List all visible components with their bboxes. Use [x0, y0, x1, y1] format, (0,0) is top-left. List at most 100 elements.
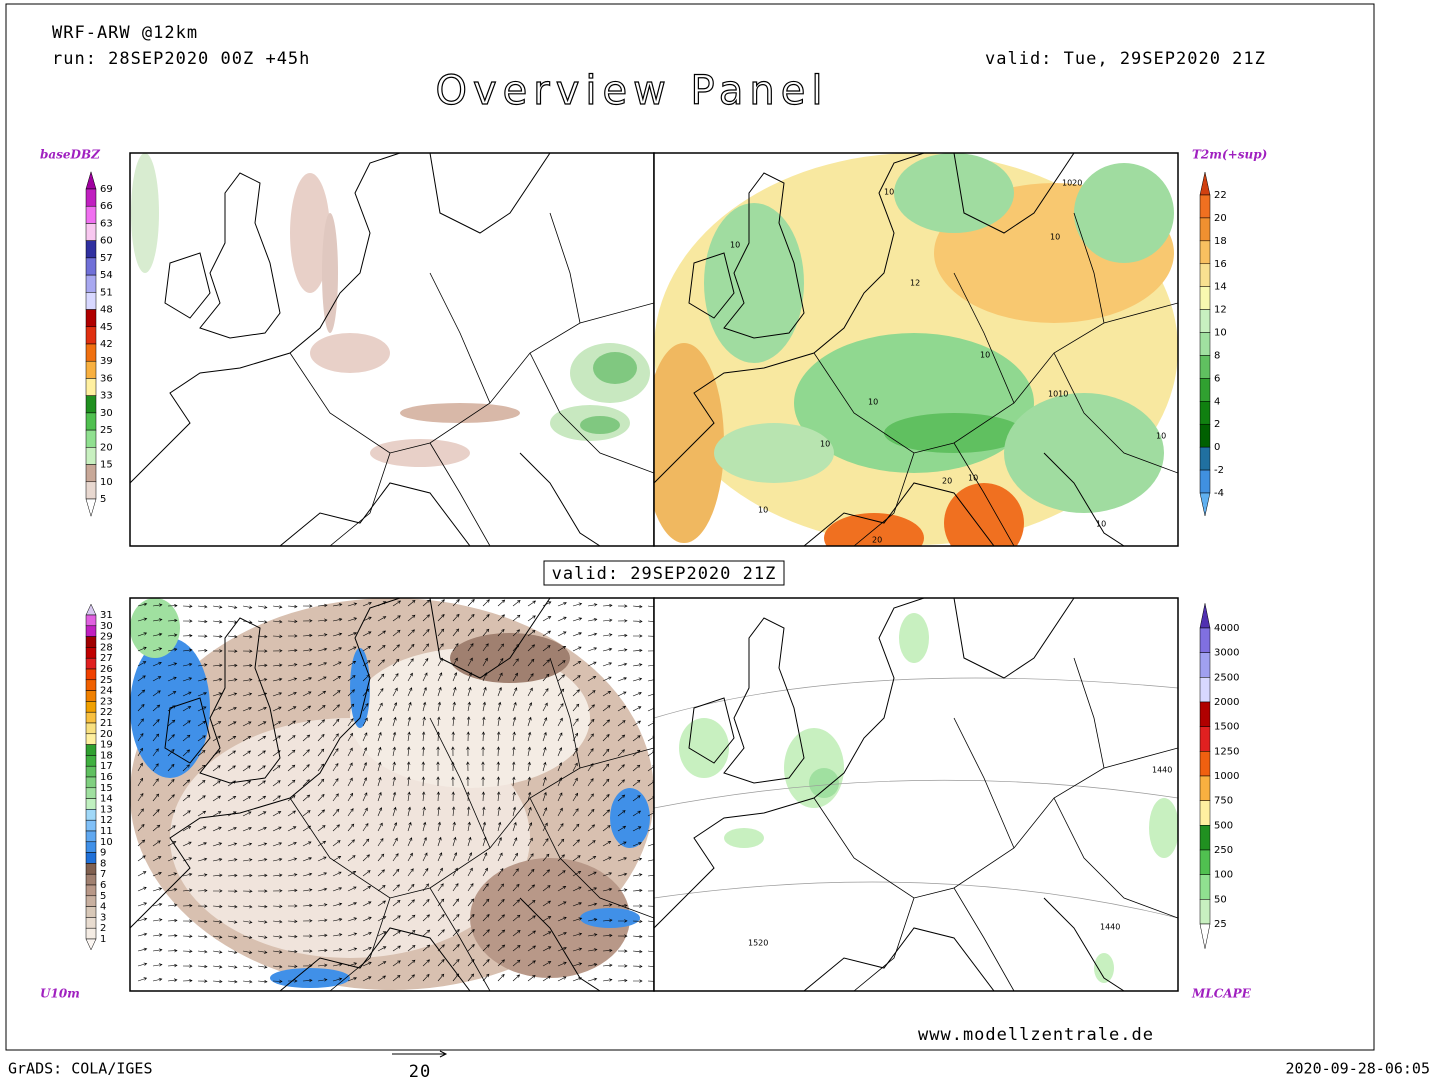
colorbar-label: 14: [100, 794, 113, 805]
colorbar-label: 25: [1214, 919, 1227, 930]
border: [549, 212, 581, 324]
border: [1053, 352, 1178, 474]
title: Overview Panel: [436, 68, 829, 114]
colorbar-segment: [85, 852, 97, 864]
coastline: [654, 598, 925, 929]
colorbar-segment: [85, 625, 97, 637]
colorbar-segment: [1199, 263, 1211, 287]
map-content: [130, 598, 654, 991]
colorbar-segment: [1199, 677, 1211, 703]
colorbar-segment: [85, 464, 97, 483]
coastline: [953, 153, 1075, 234]
field-area: [704, 203, 804, 363]
panel-frame: [653, 597, 1179, 992]
contour-label: 10: [968, 474, 978, 483]
colorbar-label: 10: [100, 477, 113, 488]
border: [1073, 212, 1105, 324]
colorbar-label: 66: [100, 201, 113, 212]
colorbar-segment: [1199, 194, 1211, 219]
colorbar-label: 30: [100, 621, 113, 632]
border: [529, 352, 654, 474]
colorbar-segment: [85, 830, 97, 843]
field-area: [610, 788, 650, 848]
field-area: [809, 768, 839, 798]
contour-label: 10: [1096, 520, 1106, 529]
colorbar-segment: [85, 798, 97, 810]
border: [429, 887, 491, 991]
colorbar-label: 10: [100, 837, 113, 848]
colorbar-segment: [85, 765, 97, 778]
colorbar-label: 13: [100, 804, 113, 815]
colorbar-label: 20: [100, 729, 113, 740]
contour-label: 10: [820, 440, 830, 449]
colorbar-segment: [1199, 825, 1211, 851]
field-area: [290, 173, 330, 293]
colorbar-segment: [85, 722, 97, 735]
colorbar-segment: [1199, 378, 1211, 402]
colorbar-segment: [85, 481, 97, 500]
timestamp: 2020-09-28-06:05: [1286, 1060, 1431, 1078]
coastline: [199, 617, 281, 784]
contour-label: 10: [868, 398, 878, 407]
colorbar-segment: [85, 326, 97, 345]
border: [853, 897, 915, 991]
coastline: [164, 252, 211, 319]
valid-box: [543, 560, 785, 586]
field-area: [1074, 163, 1174, 263]
coastline: [519, 452, 601, 546]
colorbar-segment: [85, 884, 97, 897]
maps: [129, 152, 1179, 992]
colorbar-label: -4: [1214, 488, 1224, 499]
run-info: run: 28SEP2020 00Z +45h: [52, 49, 310, 69]
colorbar-segment: [85, 274, 97, 293]
map-panel: [653, 152, 1179, 547]
colorbar-label: 14: [1214, 282, 1227, 293]
colorbar-label: 18: [100, 750, 113, 761]
colorbar-cap: [1199, 172, 1211, 196]
colorbar-segment: [1199, 775, 1211, 801]
colorbar-segment: [85, 873, 97, 886]
colorbar-label: 26: [100, 664, 113, 675]
field-area: [370, 439, 470, 467]
colorbar-segment: [1199, 849, 1211, 875]
colorbar-label: 500: [1214, 820, 1233, 831]
border: [429, 717, 491, 849]
contour-label: 10: [730, 241, 740, 250]
colorbar-segment: [85, 776, 97, 789]
colorbar-segment: [1199, 446, 1211, 471]
map-background: [130, 153, 654, 546]
colorbar-segment: [85, 755, 97, 767]
colorbar-segment: [1199, 874, 1211, 900]
colorbar-label: 1500: [1214, 722, 1239, 733]
field-area: [580, 908, 640, 928]
colorbar-segment: [85, 863, 97, 875]
coastline: [164, 697, 211, 764]
coastline: [688, 697, 735, 764]
colorbar-segment: [85, 647, 97, 659]
field-area: [714, 423, 834, 483]
coastline: [429, 153, 551, 234]
border: [429, 272, 491, 404]
colorbar-label: 2000: [1214, 697, 1239, 708]
colorbar-label: 2: [1214, 419, 1220, 430]
colorbar-segment: [85, 895, 97, 907]
colorbar-cap: [1199, 923, 1211, 949]
contour-label: 1020: [1062, 179, 1082, 188]
field-area: [322, 213, 338, 333]
colorbar-label: 11: [100, 826, 113, 837]
colorbar-segment: [85, 668, 97, 681]
colorbar-label: 12: [1214, 305, 1227, 316]
colorbar-label: 1250: [1214, 746, 1239, 757]
colorbar-segment: [1199, 286, 1211, 310]
isohypse: [654, 677, 1178, 919]
colorbar-label: 51: [100, 287, 113, 298]
map-panel: [129, 597, 655, 992]
field-area: [654, 343, 724, 543]
colorbar-label: 3: [100, 912, 106, 923]
colorbar-label: 20: [100, 442, 113, 453]
panel-label: baseDBZ: [40, 148, 101, 162]
field-area: [580, 416, 620, 434]
colorbar-label: 36: [100, 373, 113, 384]
colorbar-segment: [1199, 652, 1211, 678]
